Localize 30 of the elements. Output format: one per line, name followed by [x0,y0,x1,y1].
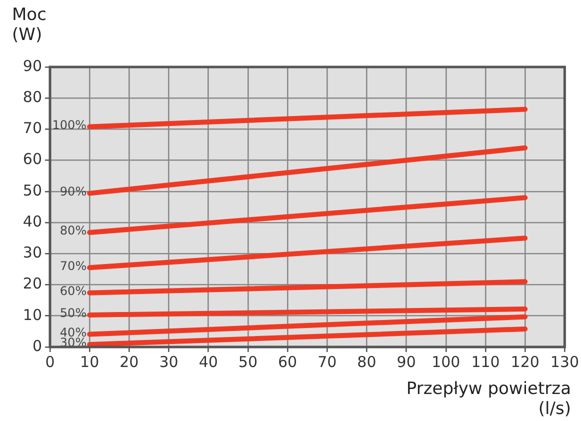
series-label: 70% [60,258,87,273]
x-tick-label: 50 [238,352,258,371]
x-tick-label: 80 [357,352,376,371]
x-tick-label: 20 [120,352,139,371]
x-tick-label: 130 [550,352,580,371]
y-tick-label: 30 [22,244,42,262]
y-tick-label: 70 [22,119,42,138]
x-axis-title: Przepływ powietrza (l/s) [406,379,571,420]
x-tick-label: 70 [318,352,337,371]
y-tick-label: 40 [22,212,42,230]
x-tick-label: 120 [510,352,540,371]
x-tick-label: 100 [432,352,460,371]
x-tick-label: 90 [396,352,416,371]
y-tick-label: 0 [32,336,42,355]
x-tick-label: 0 [45,352,55,371]
y-tick-label: 80 [22,88,42,106]
x-tick-label: 10 [80,352,100,371]
x-tick-label: 60 [278,352,298,371]
y-tick-label: 10 [22,306,42,324]
x-tick-label: 30 [159,352,178,371]
y-tick-label: 90 [22,56,42,75]
series-label: 100% [52,118,87,132]
y-tick-label: 60 [22,150,42,168]
x-tick-label: 40 [198,352,218,371]
y-tick-label: 50 [22,181,42,200]
y-tick-label: 20 [22,274,42,293]
series-label: 80% [60,224,87,238]
x-tick-label: 110 [471,352,500,371]
series-label: 60% [60,284,87,298]
y-axis-title: Moc (W) [12,5,46,46]
